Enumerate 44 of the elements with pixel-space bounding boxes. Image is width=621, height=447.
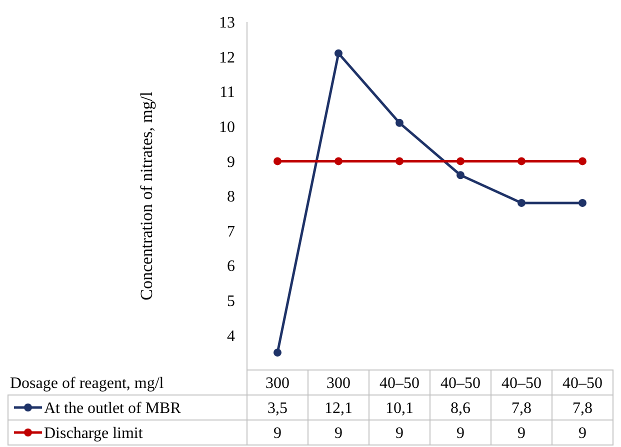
point (518, 157, 526, 166)
point (396, 157, 404, 166)
y-tick-label: 10 (219, 119, 235, 136)
point (334, 157, 342, 166)
point (518, 198, 526, 207)
y-tick-label: 4 (227, 328, 235, 345)
data-label: 3,5 (268, 400, 288, 418)
x-tick-label: 300 (326, 375, 350, 392)
data-label: 8,6 (450, 400, 470, 418)
y-tick-label: 12 (219, 49, 235, 66)
point (274, 348, 282, 357)
data-label: 9 (518, 425, 526, 442)
y-tick-label: 8 (227, 188, 235, 206)
point (578, 198, 586, 207)
legend-label: Discharge limit (44, 425, 144, 442)
x-tick-label: 300 (266, 375, 290, 392)
point (456, 157, 464, 166)
data-label: 7,8 (572, 400, 592, 418)
x-tick-label: 40–50 (380, 375, 420, 392)
data-label: 7,8 (512, 400, 532, 418)
y-tick-label: 7 (227, 223, 235, 240)
data-label: 9 (274, 425, 282, 442)
data-label: 9 (396, 425, 404, 442)
x-tick-label: 40–50 (502, 375, 542, 392)
y-tick-label: 13 (219, 14, 235, 32)
point (334, 49, 342, 58)
y-tick-label: 11 (220, 84, 235, 102)
y-tick-label: 5 (227, 293, 235, 310)
data-label: 12,1 (324, 400, 352, 418)
point (274, 157, 282, 166)
y-tick-label: 9 (227, 154, 235, 171)
point (396, 118, 404, 127)
data-label: 10,1 (386, 400, 414, 418)
point (456, 171, 464, 180)
x-tick-label: 40–50 (562, 375, 602, 392)
x-axis-title: Dosage of reagent, mg/l (10, 375, 164, 392)
point (578, 157, 586, 166)
legend-label: At the outlet of MBR (44, 400, 182, 418)
data-label: 9 (456, 425, 464, 442)
y-axis-title: Concentration of nitrates, mg/l (137, 91, 156, 300)
y-tick-label: 6 (227, 258, 235, 276)
data-label: 9 (578, 425, 586, 442)
x-tick-label: 40–50 (440, 375, 480, 392)
data-label: 9 (334, 425, 342, 442)
